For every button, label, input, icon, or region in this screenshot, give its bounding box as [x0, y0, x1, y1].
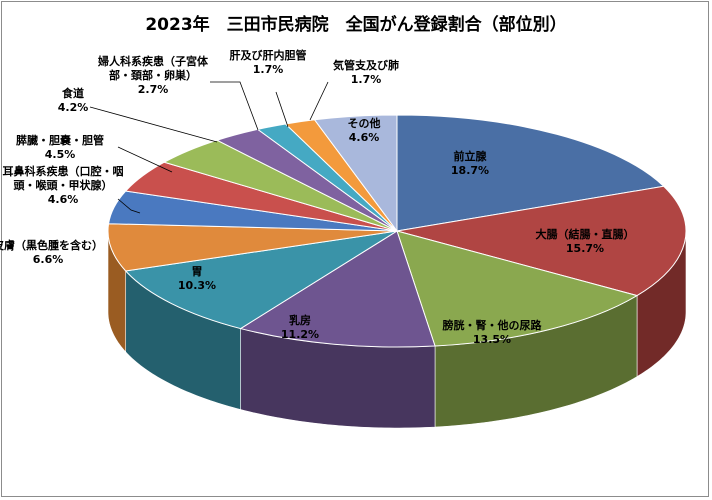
slice-value-3: 11.2% — [281, 328, 319, 341]
leader-line-6 — [117, 198, 141, 214]
leader-line-10 — [275, 91, 289, 128]
slice-label-0-0: 前立腺 — [454, 149, 488, 163]
slice-value-7: 4.5% — [45, 148, 76, 161]
slice-label-10-0: 肝及び肝内胆管 — [230, 48, 307, 62]
slice-label-11-0: 気管支及び肺 — [333, 58, 399, 72]
slice-label-1-0: 大腸（結腸・直腸） — [536, 227, 635, 241]
leader-line-9 — [210, 81, 259, 131]
pie-top — [107, 114, 687, 348]
slice-label-8-0: 食道 — [62, 86, 84, 100]
chart-title: 2023年 三田市民病院 全国がん登録割合（部位別） — [145, 15, 567, 35]
slice-value-1: 15.7% — [566, 242, 604, 255]
slice-label-5-0: 皮膚（黒色腫を含む） — [0, 238, 103, 252]
leader-line-7 — [117, 146, 173, 173]
leader-lines — [89, 81, 329, 214]
pie-slice-5 — [107, 223, 398, 272]
pie-slice-0 — [396, 114, 665, 232]
leader-line-8 — [89, 106, 218, 143]
pie-slice-1 — [396, 185, 687, 297]
slice-value-2: 13.5% — [473, 333, 511, 346]
slice-label-3-0: 乳房 — [289, 313, 311, 327]
slice-value-4: 10.3% — [178, 279, 216, 292]
slice-value-0: 18.7% — [451, 164, 489, 177]
slice-label-2-0: 膀胱・腎・他の尿路 — [442, 318, 543, 332]
pie-slice-2 — [396, 230, 639, 347]
slice-value-12: 4.6% — [349, 131, 380, 144]
slice-value-5: 6.6% — [33, 253, 64, 266]
slice-value-8: 4.2% — [58, 101, 89, 114]
slice-value-9: 2.7% — [138, 83, 169, 96]
pie-slice-3 — [239, 230, 436, 348]
pie-slice-12 — [313, 114, 398, 233]
slice-value-6: 4.6% — [48, 193, 79, 206]
slice-value-11: 1.7% — [351, 73, 382, 86]
slice-value-10: 1.7% — [253, 63, 284, 76]
slice-label-6-0: 耳鼻科系疾患（口腔・咽 — [3, 164, 124, 178]
slice-label-9-1: 部・頚部・卵巣） — [109, 68, 197, 82]
slice-label-12-0: その他 — [348, 116, 381, 130]
pie-slice-4 — [124, 230, 398, 330]
slice-label-9-0: 婦人科系疾患（子宮体 — [97, 54, 209, 68]
slice-label-6-1: 頭・喉頭・甲状腺） — [14, 178, 113, 192]
slice-label-4-0: 胃 — [192, 265, 203, 278]
leader-line-11 — [309, 81, 329, 121]
slice-label-7-0: 膵臓・胆嚢・胆管 — [16, 133, 104, 147]
